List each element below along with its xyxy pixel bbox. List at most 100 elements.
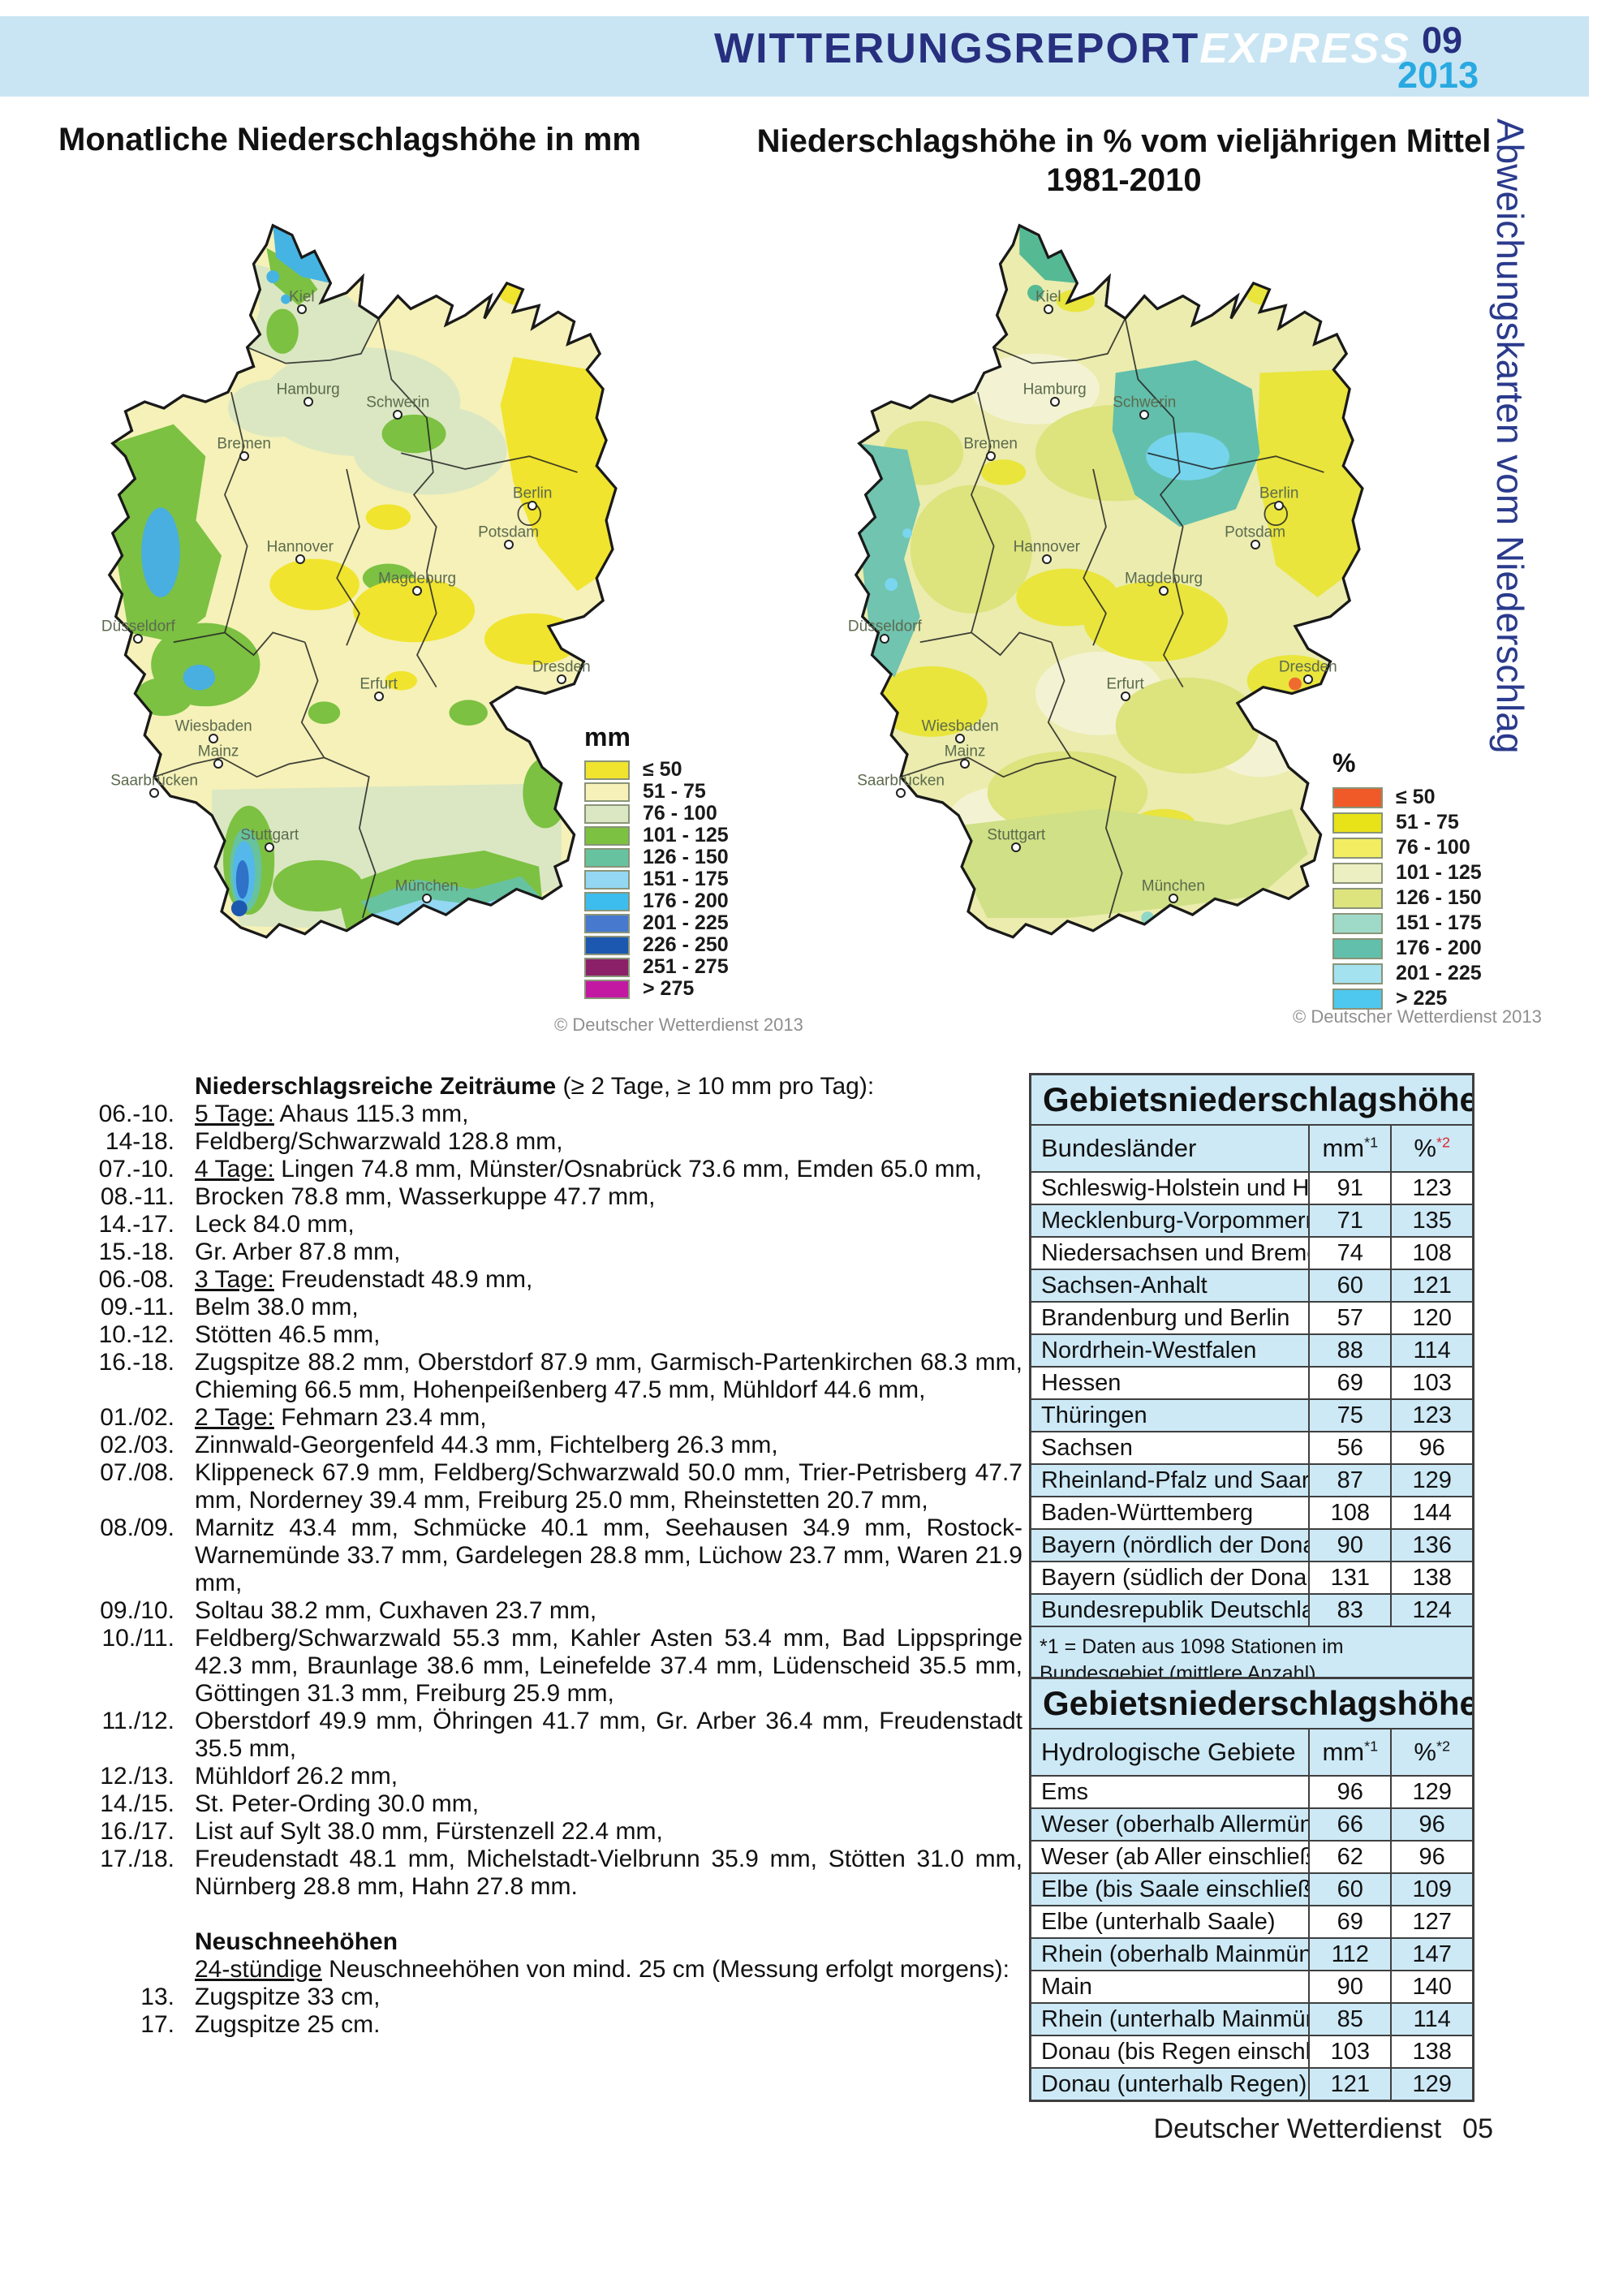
legend-color-swatch — [584, 803, 630, 824]
city-label: Stuttgart — [240, 826, 299, 844]
legend-mm: mm ≤ 50 51 - 75 76 - 100 101 - 125 126 - 150… — [584, 722, 729, 1000]
table-row: Sachsen 56 96 — [1029, 1431, 1474, 1465]
map-germany-precip-mm: Kiel Hamburg Schwerin Bremen Berlin Potsdam Ha… — [32, 213, 674, 1046]
legend-item: 176 - 200 — [1332, 936, 1482, 961]
region-name-cell: Weser (oberhalb Allermündung) — [1029, 1807, 1311, 1842]
city-label: München — [394, 877, 458, 895]
region-name-cell: Rheinland-Pfalz und Saarland — [1029, 1463, 1311, 1497]
snow-intro-rest: Neuschneehöhen von mind. 25 cm (Messung … — [321, 1956, 1010, 1983]
percent-value-cell: 120 — [1390, 1301, 1474, 1335]
city-label: Schwerin — [1113, 394, 1177, 411]
unit-mm: mm — [1322, 1134, 1365, 1162]
region-name-cell: Weser (ab Aller einschließlich) — [1029, 1840, 1311, 1874]
city-marker-dot — [295, 554, 305, 564]
precip-date: 10.-12. — [98, 1321, 174, 1348]
map-germany-precip-percent: Kiel Hamburg Schwerin Bremen Berlin Potsdam Ha… — [779, 213, 1420, 1046]
precip-values: Mühldorf 26.2 mm, — [195, 1763, 398, 1790]
precip-values: Feldberg/Schwarzwald 128.8 mm, — [195, 1128, 563, 1155]
precip-heading-rest: (≥ 2 Tage, ≥ 10 mm pro Tag): — [556, 1073, 875, 1100]
mm-value-cell: 75 — [1308, 1398, 1393, 1432]
city-marker-dot — [503, 539, 514, 549]
precip-entry: 5 Tage: Ahaus 115.3 mm, — [195, 1101, 1022, 1128]
city-label: Magdeburg — [1124, 570, 1203, 588]
legend-percent: % ≤ 50 51 - 75 76 - 100 101 - 125 126 - 150 1… — [1332, 748, 1482, 1011]
percent-value-cell: 96 — [1390, 1431, 1474, 1465]
mm-value-cell: 131 — [1308, 1561, 1393, 1595]
map-title-mm: Monatliche Niederschlagshöhe in mm — [58, 122, 641, 157]
snow-row: 17. Zugspitze 25 cm. — [77, 2011, 1027, 2039]
legend-item: 201 - 225 — [1332, 961, 1482, 986]
city-label: Mainz — [944, 743, 986, 761]
legend-item-label: 201 - 225 — [1396, 962, 1482, 984]
region-name-cell: Elbe (bis Saale einschließlich) — [1029, 1872, 1311, 1906]
germany-map-mm-graphic — [107, 223, 618, 939]
mm-value-cell: 71 — [1308, 1204, 1393, 1238]
table-row: Bayern (nördlich der Donau) 90 136 — [1029, 1528, 1474, 1562]
precip-section: Niederschlagsreiche Zeiträume (≥ 2 Tage,… — [77, 1073, 1027, 2039]
region-name-cell: Thüringen — [1029, 1398, 1311, 1432]
percent-value-cell: 127 — [1390, 1905, 1474, 1939]
city-label: Mainz — [197, 743, 239, 761]
precip-values: Marnitz 43.4 mm, Schmücke 40.1 mm, Seeha… — [195, 1514, 1022, 1596]
header-band — [0, 16, 1589, 97]
precip-values: Zinnwald-Georgenfeld 44.3 mm, Fichtelber… — [195, 1432, 778, 1458]
city-label: Erfurt — [359, 676, 398, 694]
sidebar-vertical-title: Abweichungskarten vom Niederschlag — [1489, 118, 1531, 754]
table2-col-label: Hydrologische Gebiete — [1029, 1728, 1311, 1777]
hydrologische-gebiete-table: Gebietsniederschlagshöhen Hydrologische … — [1029, 1677, 1474, 2102]
precip-date: 09./10. — [100, 1597, 174, 1624]
city-marker-dot — [1159, 586, 1169, 597]
percent-value-cell: 96 — [1390, 1807, 1474, 1842]
precip-values: Belm 38.0 mm, — [195, 1294, 359, 1320]
precip-date: 07.-10. — [98, 1156, 174, 1182]
table1-unit-mm: mm*1 — [1308, 1124, 1393, 1173]
precip-date: 15.-18. — [98, 1238, 174, 1265]
precip-entry: St. Peter-Ording 30.0 mm, — [195, 1790, 1022, 1818]
precip-entry: Soltau 38.2 mm, Cuxhaven 23.7 mm, — [195, 1597, 1022, 1625]
legend-item: 201 - 225 — [584, 911, 729, 934]
precip-entry: 4 Tage: Lingen 74.8 mm, Münster/Osnabrüc… — [195, 1156, 1022, 1183]
precip-heading-row: Niederschlagsreiche Zeiträume (≥ 2 Tage,… — [77, 1073, 1027, 1101]
issue-year: 2013 — [1397, 54, 1479, 96]
precip-values: Stötten 46.5 mm, — [195, 1321, 381, 1348]
mm-value-cell: 90 — [1308, 1970, 1393, 2004]
precip-entry: Gr. Arber 87.8 mm, — [195, 1238, 1022, 1266]
percent-value-cell: 144 — [1390, 1496, 1474, 1530]
page-footer: Deutscher Wetterdienst 05 — [1120, 2113, 1493, 2145]
legend-item-label: 76 - 100 — [1396, 836, 1470, 859]
snow-heading: Neuschneehöhen — [195, 1928, 398, 1955]
mm-value-cell: 74 — [1308, 1236, 1393, 1270]
legend-item-label: > 225 — [1396, 987, 1448, 1010]
legend-color-swatch — [1332, 937, 1383, 959]
unit-pct-sup: *2 — [1436, 1134, 1450, 1151]
precip-entry: Oberstdorf 49.9 mm, Öhringen 41.7 mm, Gr… — [195, 1708, 1022, 1763]
precip-values: Soltau 38.2 mm, Cuxhaven 23.7 mm, — [195, 1597, 597, 1624]
legend-item-label: > 275 — [643, 977, 695, 1000]
legend-item: 76 - 100 — [584, 802, 729, 825]
precip-heading-bold: Niederschlagsreiche Zeiträume — [195, 1073, 557, 1100]
precip-date: 07./08. — [100, 1459, 174, 1486]
city-marker-dot — [412, 586, 422, 597]
mm-value-cell: 60 — [1308, 1872, 1393, 1906]
precip-values: Freudenstadt 48.1 mm, Michelstadt-Vielbr… — [195, 1846, 1022, 1900]
city-marker-dot — [880, 634, 890, 644]
precip-date: 14-18. — [105, 1128, 174, 1155]
city-label: Hannover — [1013, 538, 1081, 556]
precip-values: Zugspitze 88.2 mm, Oberstdorf 87.9 mm, G… — [195, 1349, 1022, 1403]
table-row: Brandenburg und Berlin 57 120 — [1029, 1301, 1474, 1335]
legend-item-label: 176 - 200 — [643, 890, 729, 912]
precip-values: List auf Sylt 38.0 mm, Fürstenzell 22.4 … — [195, 1818, 663, 1845]
city-marker-dot — [1120, 691, 1130, 702]
city-marker-dot — [556, 674, 566, 684]
legend-item-label: 151 - 175 — [643, 868, 729, 890]
table2-unit-mm: mm*1 — [1308, 1728, 1393, 1777]
legend-color-swatch — [584, 979, 630, 999]
legend-item-label: 101 - 125 — [1396, 861, 1482, 884]
precip-date: 17./18. — [100, 1846, 174, 1872]
city-marker-dot — [527, 501, 538, 511]
precip-duration-label: 5 Tage: — [195, 1101, 274, 1127]
precip-entry: Feldberg/Schwarzwald 128.8 mm, — [195, 1128, 1022, 1156]
snow-intro-row: 24-stündige Neuschneehöhen von mind. 25 … — [77, 1956, 1027, 1984]
